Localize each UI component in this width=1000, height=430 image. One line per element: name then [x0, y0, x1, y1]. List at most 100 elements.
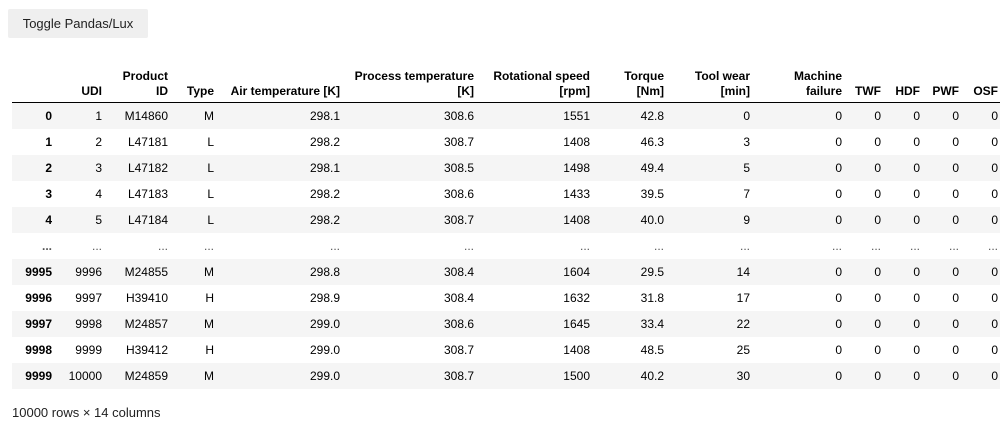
row-column-count: 10000 rows × 14 columns [12, 405, 161, 420]
cell-type: L [207, 160, 214, 175]
column-header-torque: Torque [Nm] [596, 66, 670, 103]
cell-air-temp: ... [329, 238, 340, 253]
row-index: 9997 [25, 316, 52, 331]
table-row: 9999 10000 M24859 M 299.0 308.7 1500 40.2 30 0 0 0 0… [12, 362, 1000, 389]
column-header-machine-failure: Machine failure [756, 66, 848, 103]
cell-osf: 0 [991, 160, 998, 175]
cell-air-temp: 299.0 [309, 368, 340, 383]
cell-type: L [207, 134, 214, 149]
cell-process-temp: 308.7 [443, 134, 474, 149]
table-row: 9996 9997 H39410 H 298.9 308.4 1632 31.8 17 0 0 0 0 0… [12, 284, 1000, 311]
column-header-air-temp: Air temperature [K] [220, 66, 346, 103]
cell-twf: 0 [874, 160, 881, 175]
cell-torque: 40.0 [640, 212, 664, 227]
cell-pwf: 0 [952, 212, 959, 227]
row-index: 9995 [25, 264, 52, 279]
cell-torque: 48.5 [640, 342, 664, 357]
cell-product-id: ... [157, 238, 168, 253]
cell-product-id: M24855 [124, 264, 168, 279]
column-header-pwf: PWF [926, 66, 965, 103]
cell-type: M [204, 264, 214, 279]
cell-hdf: 0 [913, 264, 920, 279]
cell-twf: 0 [874, 342, 881, 357]
row-index: 9996 [25, 290, 52, 305]
cell-twf: 0 [874, 108, 881, 123]
cell-tool-wear: 5 [743, 160, 750, 175]
cell-osf: 0 [991, 264, 998, 279]
cell-rot-speed: 1604 [563, 264, 590, 279]
cell-pwf: 0 [952, 316, 959, 331]
table-row: 9997 9998 M24857 M 299.0 308.6 1645 33.4 22 0 0 0 0 0… [12, 310, 1000, 337]
cell-pwf: 0 [952, 342, 959, 357]
cell-machine-failure: 0 [835, 186, 842, 201]
cell-rot-speed: 1645 [563, 316, 590, 331]
cell-product-id: L47184 [127, 212, 168, 227]
cell-udi: 9997 [75, 290, 102, 305]
cell-udi: ... [91, 238, 102, 253]
cell-process-temp: 308.6 [443, 108, 474, 123]
row-index: ... [41, 238, 52, 253]
row-index: 2 [45, 160, 52, 175]
row-index: 9999 [25, 368, 52, 383]
column-header-type: Type [174, 66, 220, 103]
cell-twf: 0 [874, 316, 881, 331]
cell-hdf: ... [909, 238, 920, 253]
cell-machine-failure: 0 [835, 212, 842, 227]
cell-twf: 0 [874, 264, 881, 279]
cell-product-id: M24857 [124, 316, 168, 331]
toggle-pandas-lux-button[interactable]: Toggle Pandas/Lux [8, 9, 148, 38]
cell-air-temp: 298.2 [309, 212, 340, 227]
cell-tool-wear: ... [739, 238, 750, 253]
cell-rot-speed: 1498 [563, 160, 590, 175]
cell-process-temp: 308.6 [443, 186, 474, 201]
cell-air-temp: 298.1 [309, 160, 340, 175]
cell-tool-wear: 3 [743, 134, 750, 149]
cell-pwf: 0 [952, 160, 959, 175]
cell-osf: 0 [991, 342, 998, 357]
cell-rot-speed: 1408 [563, 134, 590, 149]
cell-twf: 0 [874, 186, 881, 201]
cell-tool-wear: 7 [743, 186, 750, 201]
cell-torque: 31.8 [640, 290, 664, 305]
cell-torque: 40.2 [640, 368, 664, 383]
cell-udi: 9999 [75, 342, 102, 357]
cell-osf: 0 [991, 186, 998, 201]
cell-osf: 0 [991, 108, 998, 123]
cell-rot-speed: 1408 [563, 342, 590, 357]
cell-torque: 49.4 [640, 160, 664, 175]
cell-process-temp: 308.4 [443, 264, 474, 279]
cell-process-temp: 308.6 [443, 316, 474, 331]
cell-udi: 9996 [75, 264, 102, 279]
cell-pwf: 0 [952, 186, 959, 201]
cell-tool-wear: 9 [743, 212, 750, 227]
column-header-tool-wear: Tool wear [min] [670, 66, 756, 103]
cell-hdf: 0 [913, 342, 920, 357]
table-row: 9995 9996 M24855 M 298.8 308.4 1604 29.5 14 0 0 0 0 0… [12, 258, 1000, 285]
column-header-rot-speed: Rotational speed [rpm] [480, 66, 596, 103]
cell-process-temp: ... [463, 238, 474, 253]
row-index: 4 [45, 212, 52, 227]
cell-machine-failure: ... [831, 238, 842, 253]
cell-rot-speed: 1433 [563, 186, 590, 201]
cell-udi: 3 [95, 160, 102, 175]
cell-hdf: 0 [913, 160, 920, 175]
cell-osf: 0 [991, 290, 998, 305]
cell-machine-failure: 0 [835, 316, 842, 331]
cell-pwf: 0 [952, 264, 959, 279]
cell-torque: 39.5 [640, 186, 664, 201]
cell-twf: 0 [874, 212, 881, 227]
cell-type: L [207, 186, 214, 201]
column-header-hdf: HDF [887, 66, 926, 103]
cell-torque: 33.4 [640, 316, 664, 331]
cell-process-temp: 308.5 [443, 160, 474, 175]
cell-twf: 0 [874, 290, 881, 305]
cell-osf: ... [987, 238, 998, 253]
cell-air-temp: 298.9 [309, 290, 340, 305]
cell-twf: 0 [874, 134, 881, 149]
cell-process-temp: 308.4 [443, 290, 474, 305]
cell-type: L [207, 212, 214, 227]
